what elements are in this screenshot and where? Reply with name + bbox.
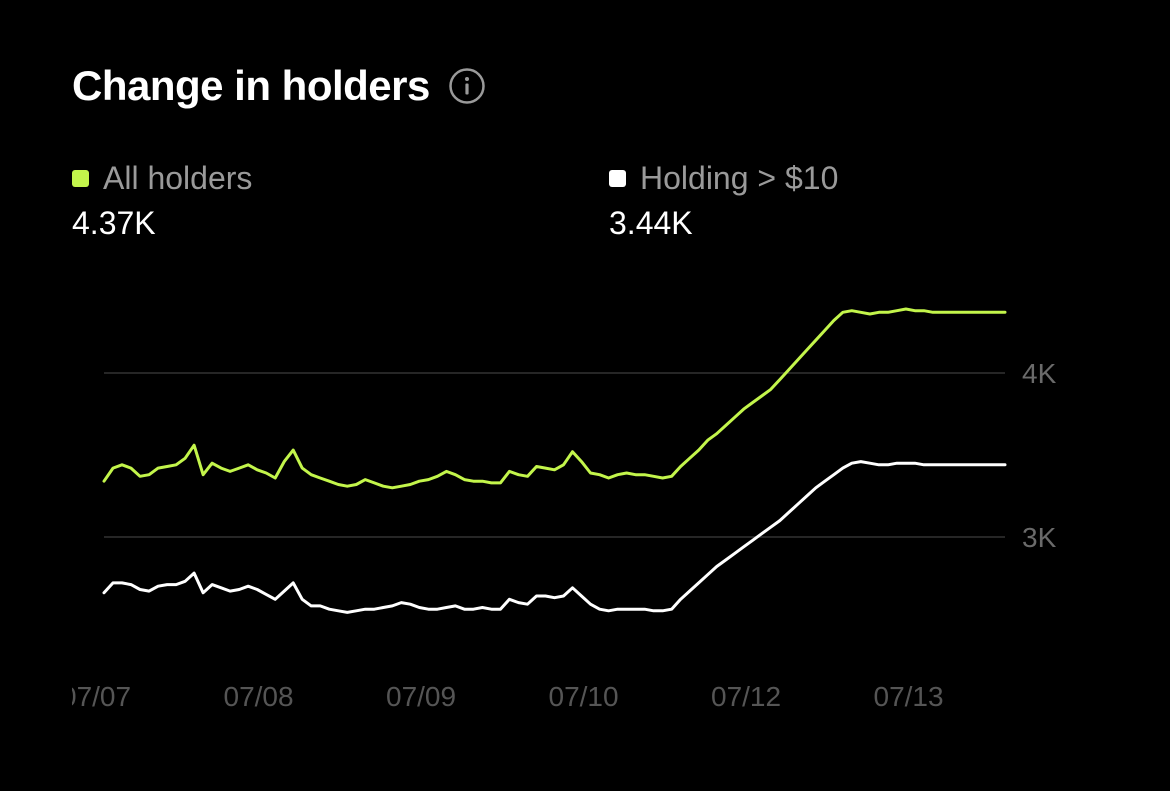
- legend-value-holding-over-10: 3.44K: [609, 205, 693, 241]
- y-tick-label: 4K: [1022, 358, 1057, 389]
- x-tick-label: 07/08: [224, 681, 294, 712]
- legend-holding-over-10[interactable]: Holding > $10 3.44K: [609, 160, 838, 242]
- series-line-all-holders: [102, 307, 1007, 490]
- series-line-holding-over-10: [102, 460, 1007, 614]
- x-tick-label: 07/13: [874, 681, 944, 712]
- chart-title: Change in holders: [72, 62, 430, 109]
- chart-header: Change in holders: [72, 62, 486, 110]
- legend-all-holders[interactable]: All holders 4.37K: [72, 160, 252, 242]
- legend-swatch-all-holders: [72, 170, 89, 187]
- y-tick-label: 3K: [1022, 522, 1057, 553]
- legend-label-all-holders: All holders: [103, 160, 253, 196]
- legend-value-all-holders: 4.37K: [72, 205, 156, 241]
- x-tick-label: 07/12: [711, 681, 781, 712]
- info-circle-icon[interactable]: [448, 67, 486, 105]
- x-tick-label: 07/07: [61, 681, 131, 712]
- legend-label-holding-over-10: Holding > $10: [640, 160, 839, 196]
- legend-swatch-holding-over-10: [609, 170, 626, 187]
- x-tick-label: 07/09: [386, 681, 456, 712]
- x-tick-label: 07/10: [549, 681, 619, 712]
